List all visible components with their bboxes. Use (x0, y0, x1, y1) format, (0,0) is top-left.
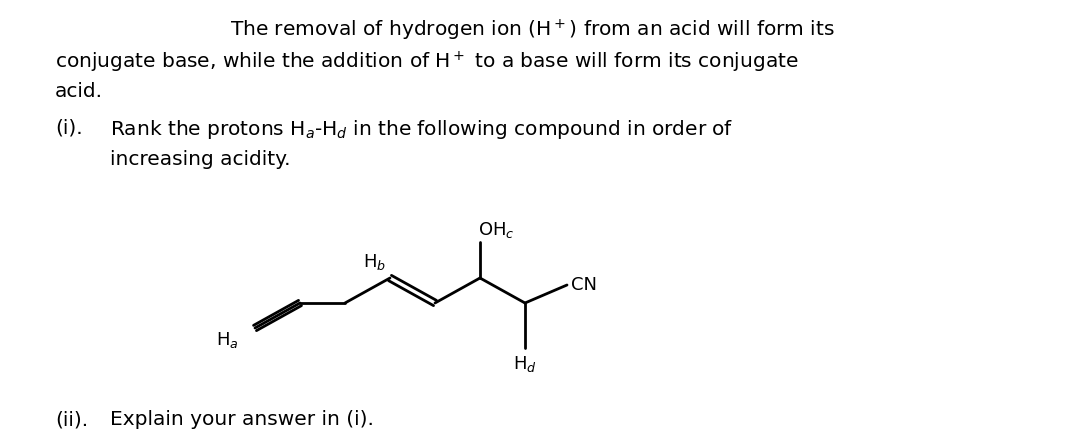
Text: conjugate base, while the addition of H$^+$ to a base will form its conjugate: conjugate base, while the addition of H$… (55, 50, 798, 75)
Text: CN: CN (571, 276, 597, 294)
Text: acid.: acid. (55, 82, 103, 101)
Text: H$_d$: H$_d$ (513, 354, 537, 374)
Text: H$_b$: H$_b$ (363, 252, 386, 272)
Text: increasing acidity.: increasing acidity. (110, 150, 291, 169)
Text: The removal of hydrogen ion (H$^+$) from an acid will form its: The removal of hydrogen ion (H$^+$) from… (230, 18, 835, 43)
Text: OH$_c$: OH$_c$ (478, 220, 515, 240)
Text: Explain your answer in (i).: Explain your answer in (i). (110, 410, 374, 429)
Text: (ii).: (ii). (55, 410, 89, 429)
Text: H$_a$: H$_a$ (216, 330, 239, 350)
Text: (i).: (i). (55, 118, 83, 137)
Text: Rank the protons H$_a$-H$_d$ in the following compound in order of: Rank the protons H$_a$-H$_d$ in the foll… (110, 118, 733, 141)
